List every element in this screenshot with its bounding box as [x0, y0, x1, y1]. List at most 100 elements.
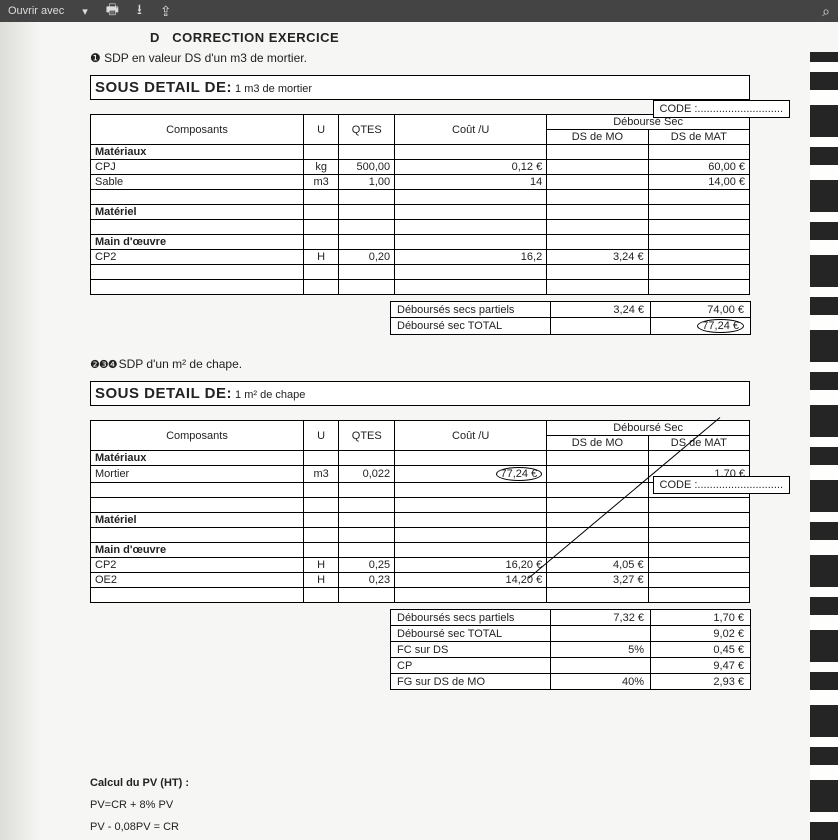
- cell: m3: [303, 466, 338, 483]
- table-row: Sable m3 1,00 14 14,00 €: [91, 175, 750, 190]
- cell: H: [303, 558, 338, 573]
- code-dots: ............................: [697, 103, 783, 115]
- sd2-cp-label: CP: [391, 658, 551, 674]
- calc-title: Calcul du PV (HT) :: [90, 777, 189, 789]
- cell: Mortier: [91, 466, 304, 483]
- cell: 0,12 €: [395, 160, 547, 175]
- sd2-title-bar: SOUS DETAIL DE: 1 m² de chape: [90, 381, 750, 406]
- cell: CPJ: [91, 160, 304, 175]
- sd2-fg-val: 2,93 €: [651, 674, 751, 690]
- calc-line-1: PV=CR + 8% PV: [90, 799, 189, 811]
- code-label: CODE :: [660, 479, 698, 491]
- sd1-sec-materiaux: Matériaux: [91, 145, 304, 160]
- table-row: OE2 H 0,23 14,20 € 3,27 €: [91, 573, 750, 588]
- sd2-fg-label: FG sur DS de MO: [391, 674, 551, 690]
- cell: OE2: [91, 573, 304, 588]
- sd2-fc-pct: 5%: [551, 642, 651, 658]
- cell: 60,00 €: [648, 160, 749, 175]
- section-heading: D CORRECTION EXERCICE: [150, 30, 818, 45]
- code-label: CODE :: [660, 103, 698, 115]
- open-with-label[interactable]: Ouvrir avec: [8, 5, 64, 17]
- cell: H: [303, 250, 338, 265]
- sd2-th-cout: Coût /U: [395, 421, 547, 451]
- sd2-title-value: 1 m² de chape: [235, 389, 305, 401]
- sd2-tot-total-label: Déboursé sec TOTAL: [391, 626, 551, 642]
- sd1-sec-mo: Main d'œuvre: [91, 235, 304, 250]
- cell: CP2: [91, 558, 304, 573]
- document-page: D CORRECTION EXERCICE SDP en valeur DS d…: [0, 22, 838, 840]
- cell: 0,20: [339, 250, 395, 265]
- sd2-table: Composants U QTES Coût /U Déboursé Sec D…: [90, 420, 750, 603]
- sd2-sec-materiaux: Matériaux: [91, 451, 304, 466]
- cell: 4,05 €: [547, 558, 648, 573]
- sd2-fc-label: FC sur DS: [391, 642, 551, 658]
- cell: kg: [303, 160, 338, 175]
- table-row: CPJ kg 500,00 0,12 € 60,00 €: [91, 160, 750, 175]
- bullet-line-1: SDP en valeur DS d'un m3 de mortier.: [90, 51, 818, 65]
- cell: H: [303, 573, 338, 588]
- download-icon[interactable]: ⭳: [137, 0, 142, 23]
- code-box-2: CODE :............................: [653, 476, 790, 494]
- cell: 0,022: [339, 466, 395, 483]
- cell: 1,00: [339, 175, 395, 190]
- heading-letter: D: [150, 30, 160, 45]
- sd1-sec-materiel: Matériel: [91, 205, 304, 220]
- print-icon[interactable]: 🖶: [106, 0, 119, 23]
- cell: 14: [395, 175, 547, 190]
- search-icon[interactable]: ⌕: [822, 3, 830, 20]
- code-dots: ............................: [697, 479, 783, 491]
- cell: 3,24 €: [547, 250, 648, 265]
- sd2-fc-val: 0,45 €: [651, 642, 751, 658]
- cell: 16,20 €: [395, 558, 547, 573]
- scan-artifact-right: [810, 52, 838, 840]
- pdf-viewer-toolbar: Ouvrir avec ▾ 🖶 ⭳ ⇪ ⌕: [0, 0, 838, 22]
- cell: m3: [303, 175, 338, 190]
- cell: 14,00 €: [648, 175, 749, 190]
- sd2-th-ds-group: Déboursé Sec: [547, 421, 750, 436]
- sd1-tot-total-label: Déboursé sec TOTAL: [391, 318, 551, 335]
- sd2-th-composants: Composants: [91, 421, 304, 451]
- cell: 500,00: [339, 160, 395, 175]
- sd2-th-ds-mo: DS de MO: [547, 436, 648, 451]
- sd1-title-bar: SOUS DETAIL DE: 1 m3 de mortier: [90, 75, 750, 100]
- sd1-th-cout: Coût /U: [395, 115, 547, 145]
- sd1-th-ds-mo: DS de MO: [547, 130, 648, 145]
- sd2-cp-val: 9,47 €: [651, 658, 751, 674]
- sd2-sec-materiel: Matériel: [91, 513, 304, 528]
- sd2-tot-partiels-mat: 1,70 €: [651, 610, 751, 626]
- share-icon[interactable]: ⇪: [160, 3, 172, 20]
- table-row: CP2 H 0,25 16,20 € 4,05 €: [91, 558, 750, 573]
- sd1-title-value: 1 m3 de mortier: [235, 83, 312, 95]
- sd2-th-u: U: [303, 421, 338, 451]
- sd1-table: Composants U QTES Coût /U Déboursé Sec D…: [90, 114, 750, 295]
- sd2-title-prefix: SOUS DETAIL DE:: [95, 385, 232, 402]
- sd2-fg-pct: 40%: [551, 674, 651, 690]
- sd2-th-ds-mat: DS de MAT: [648, 436, 749, 451]
- cell: 3,27 €: [547, 573, 648, 588]
- sd2-sec-mo: Main d'œuvre: [91, 543, 304, 558]
- calc-line-2: PV - 0,08PV = CR: [90, 821, 189, 833]
- sd1-totals: Déboursés secs partiels 3,24 € 74,00 € D…: [390, 301, 751, 335]
- heading-text: CORRECTION EXERCICE: [172, 30, 339, 45]
- open-with-chevron[interactable]: ▾: [82, 5, 88, 18]
- sd1-th-qtes: QTES: [339, 115, 395, 145]
- bullet-line-2: SDP d'un m² de chape.: [90, 357, 818, 371]
- cell: CP2: [91, 250, 304, 265]
- cell: Sable: [91, 175, 304, 190]
- sd1-tot-partiels-mat: 74,00 €: [651, 302, 751, 318]
- sd1-th-u: U: [303, 115, 338, 145]
- cell: 0,25: [339, 558, 395, 573]
- sd1-tot-partiels-label: Déboursés secs partiels: [391, 302, 551, 318]
- sd1-th-ds-mat: DS de MAT: [648, 130, 749, 145]
- sd1-th-composants: Composants: [91, 115, 304, 145]
- sd2-totals: Déboursés secs partiels 7,32 € 1,70 € Dé…: [390, 609, 751, 690]
- sd2-tot-total: 9,02 €: [651, 626, 751, 642]
- cell: 0,23: [339, 573, 395, 588]
- sd1-tot-partiels-mo: 3,24 €: [551, 302, 651, 318]
- sd2-tot-partiels-label: Déboursés secs partiels: [391, 610, 551, 626]
- sd2-th-qtes: QTES: [339, 421, 395, 451]
- sd2-r1-cout: 77,24 €: [395, 466, 547, 483]
- cell: 16,2: [395, 250, 547, 265]
- sd1-tot-total: 77,24 €: [651, 318, 751, 335]
- scan-artifact-left: [0, 22, 40, 840]
